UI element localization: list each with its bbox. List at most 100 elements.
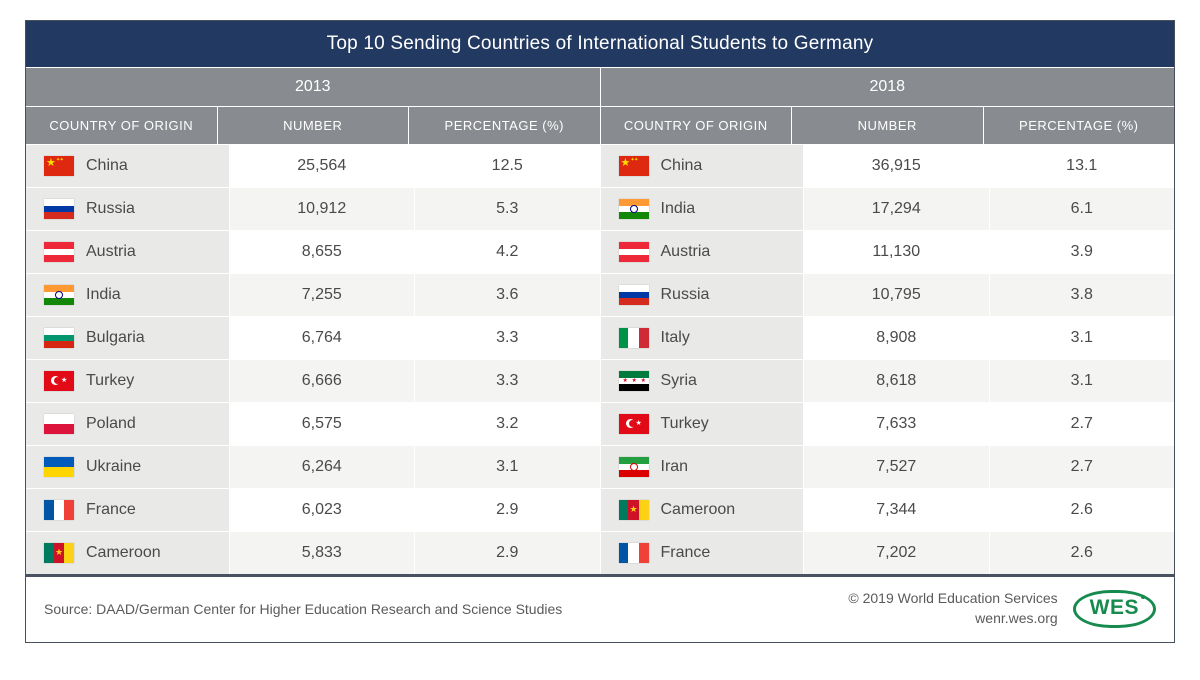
flag-icon <box>619 457 649 477</box>
country-name: Turkey <box>661 415 709 433</box>
flag-icon <box>44 285 74 305</box>
footer: Source: DAAD/German Center for Higher Ed… <box>26 574 1174 642</box>
flag-icon <box>619 500 649 520</box>
country-name: Cameroon <box>661 501 736 519</box>
country-name: Russia <box>86 200 135 218</box>
copyright-text: © 2019 World Education Services <box>848 589 1057 609</box>
country-cell: China <box>26 144 229 187</box>
col-country-right: COUNTRY OF ORIGIN <box>600 106 792 144</box>
flag-icon <box>619 156 649 176</box>
table-row: Cameroon5,8332.9France7,2022.6 <box>26 531 1174 574</box>
number-cell: 6,764 <box>229 316 415 359</box>
country-cell: ★ Turkey <box>26 359 229 402</box>
country-cell: Poland <box>26 402 229 445</box>
country-name: Austria <box>661 243 711 261</box>
pct-cell: 3.1 <box>989 316 1175 359</box>
pct-cell: 3.1 <box>414 445 600 488</box>
flag-icon <box>44 242 74 262</box>
site-text: wenr.wes.org <box>848 609 1057 629</box>
number-cell: 6,575 <box>229 402 415 445</box>
flag-icon: ★ <box>44 371 74 391</box>
country-name: Russia <box>661 286 710 304</box>
country-name: France <box>661 544 711 562</box>
country-name: Turkey <box>86 372 134 390</box>
number-cell: 10,795 <box>803 273 989 316</box>
table-row: Russia10,9125.3India17,2946.1 <box>26 187 1174 230</box>
year-2013: 2013 <box>26 67 600 106</box>
table-row: India7,2553.6Russia10,7953.8 <box>26 273 1174 316</box>
table-frame: Top 10 Sending Countries of Internationa… <box>25 20 1175 643</box>
number-cell: 7,255 <box>229 273 415 316</box>
pct-cell: 3.9 <box>989 230 1175 273</box>
copyright-block: © 2019 World Education Services wenr.wes… <box>848 589 1057 628</box>
number-cell: 17,294 <box>803 187 989 230</box>
col-country-left: COUNTRY OF ORIGIN <box>26 106 217 144</box>
pct-cell: 2.7 <box>989 445 1175 488</box>
pct-cell: 3.1 <box>989 359 1175 402</box>
country-cell: Austria <box>26 230 229 273</box>
country-cell: Austria <box>600 230 804 273</box>
number-cell: 8,908 <box>803 316 989 359</box>
country-cell: Russia <box>26 187 229 230</box>
flag-icon <box>619 199 649 219</box>
number-cell: 6,023 <box>229 488 415 531</box>
table-row: Ukraine6,2643.1Iran7,5272.7 <box>26 445 1174 488</box>
country-cell: Syria <box>600 359 804 402</box>
number-cell: 8,618 <box>803 359 989 402</box>
data-rows: China 25,56412.5 China 36,91513.1 Russia 10,9… <box>26 144 1174 574</box>
country-cell: Bulgaria <box>26 316 229 359</box>
country-name: Italy <box>661 329 690 347</box>
number-cell: 5,833 <box>229 531 415 574</box>
country-cell: China <box>600 144 804 187</box>
pct-cell: 2.6 <box>989 531 1175 574</box>
year-2018: 2018 <box>600 67 1175 106</box>
flag-icon <box>44 199 74 219</box>
number-cell: 10,912 <box>229 187 415 230</box>
country-cell: Cameroon <box>26 531 229 574</box>
number-cell: 7,633 <box>803 402 989 445</box>
pct-cell: 3.3 <box>414 316 600 359</box>
table-row: China 25,56412.5 China 36,91513.1 <box>26 144 1174 187</box>
pct-cell: 2.9 <box>414 531 600 574</box>
pct-cell: 6.1 <box>989 187 1175 230</box>
country-name: Austria <box>86 243 136 261</box>
pct-cell: 3.8 <box>989 273 1175 316</box>
number-cell: 7,527 <box>803 445 989 488</box>
country-cell: India <box>600 187 804 230</box>
country-name: China <box>661 157 703 175</box>
pct-cell: 2.9 <box>414 488 600 531</box>
country-name: Ukraine <box>86 458 141 476</box>
flag-icon <box>619 328 649 348</box>
number-cell: 11,130 <box>803 230 989 273</box>
number-cell: 6,666 <box>229 359 415 402</box>
col-pct-left: PERCENTAGE (%) <box>408 106 600 144</box>
country-cell: France <box>600 531 804 574</box>
pct-cell: 12.5 <box>414 144 600 187</box>
pct-cell: 4.2 <box>414 230 600 273</box>
number-cell: 36,915 <box>803 144 989 187</box>
flag-icon <box>44 328 74 348</box>
country-cell: India <box>26 273 229 316</box>
country-cell: France <box>26 488 229 531</box>
country-name: China <box>86 157 128 175</box>
flag-icon <box>44 457 74 477</box>
flag-icon <box>619 242 649 262</box>
country-cell: Italy <box>600 316 804 359</box>
table-row: ★ Turkey 6,6663.3 Syria 8,6183.1 <box>26 359 1174 402</box>
col-number-right: NUMBER <box>791 106 983 144</box>
country-name: Syria <box>661 372 697 390</box>
pct-cell: 13.1 <box>989 144 1175 187</box>
flag-icon <box>44 500 74 520</box>
flag-icon <box>44 543 74 563</box>
pct-cell: 3.3 <box>414 359 600 402</box>
page-title: Top 10 Sending Countries of Internationa… <box>26 21 1174 67</box>
col-pct-right: PERCENTAGE (%) <box>983 106 1175 144</box>
number-cell: 25,564 <box>229 144 415 187</box>
country-name: India <box>661 200 696 218</box>
table-row: Bulgaria6,7643.3 Italy 8,9083.1 <box>26 316 1174 359</box>
table-row: France6,0232.9Cameroon7,3442.6 <box>26 488 1174 531</box>
country-cell: ★Turkey <box>600 402 804 445</box>
wes-logo: WES <box>1073 590 1156 628</box>
country-cell: Ukraine <box>26 445 229 488</box>
pct-cell: 2.6 <box>989 488 1175 531</box>
